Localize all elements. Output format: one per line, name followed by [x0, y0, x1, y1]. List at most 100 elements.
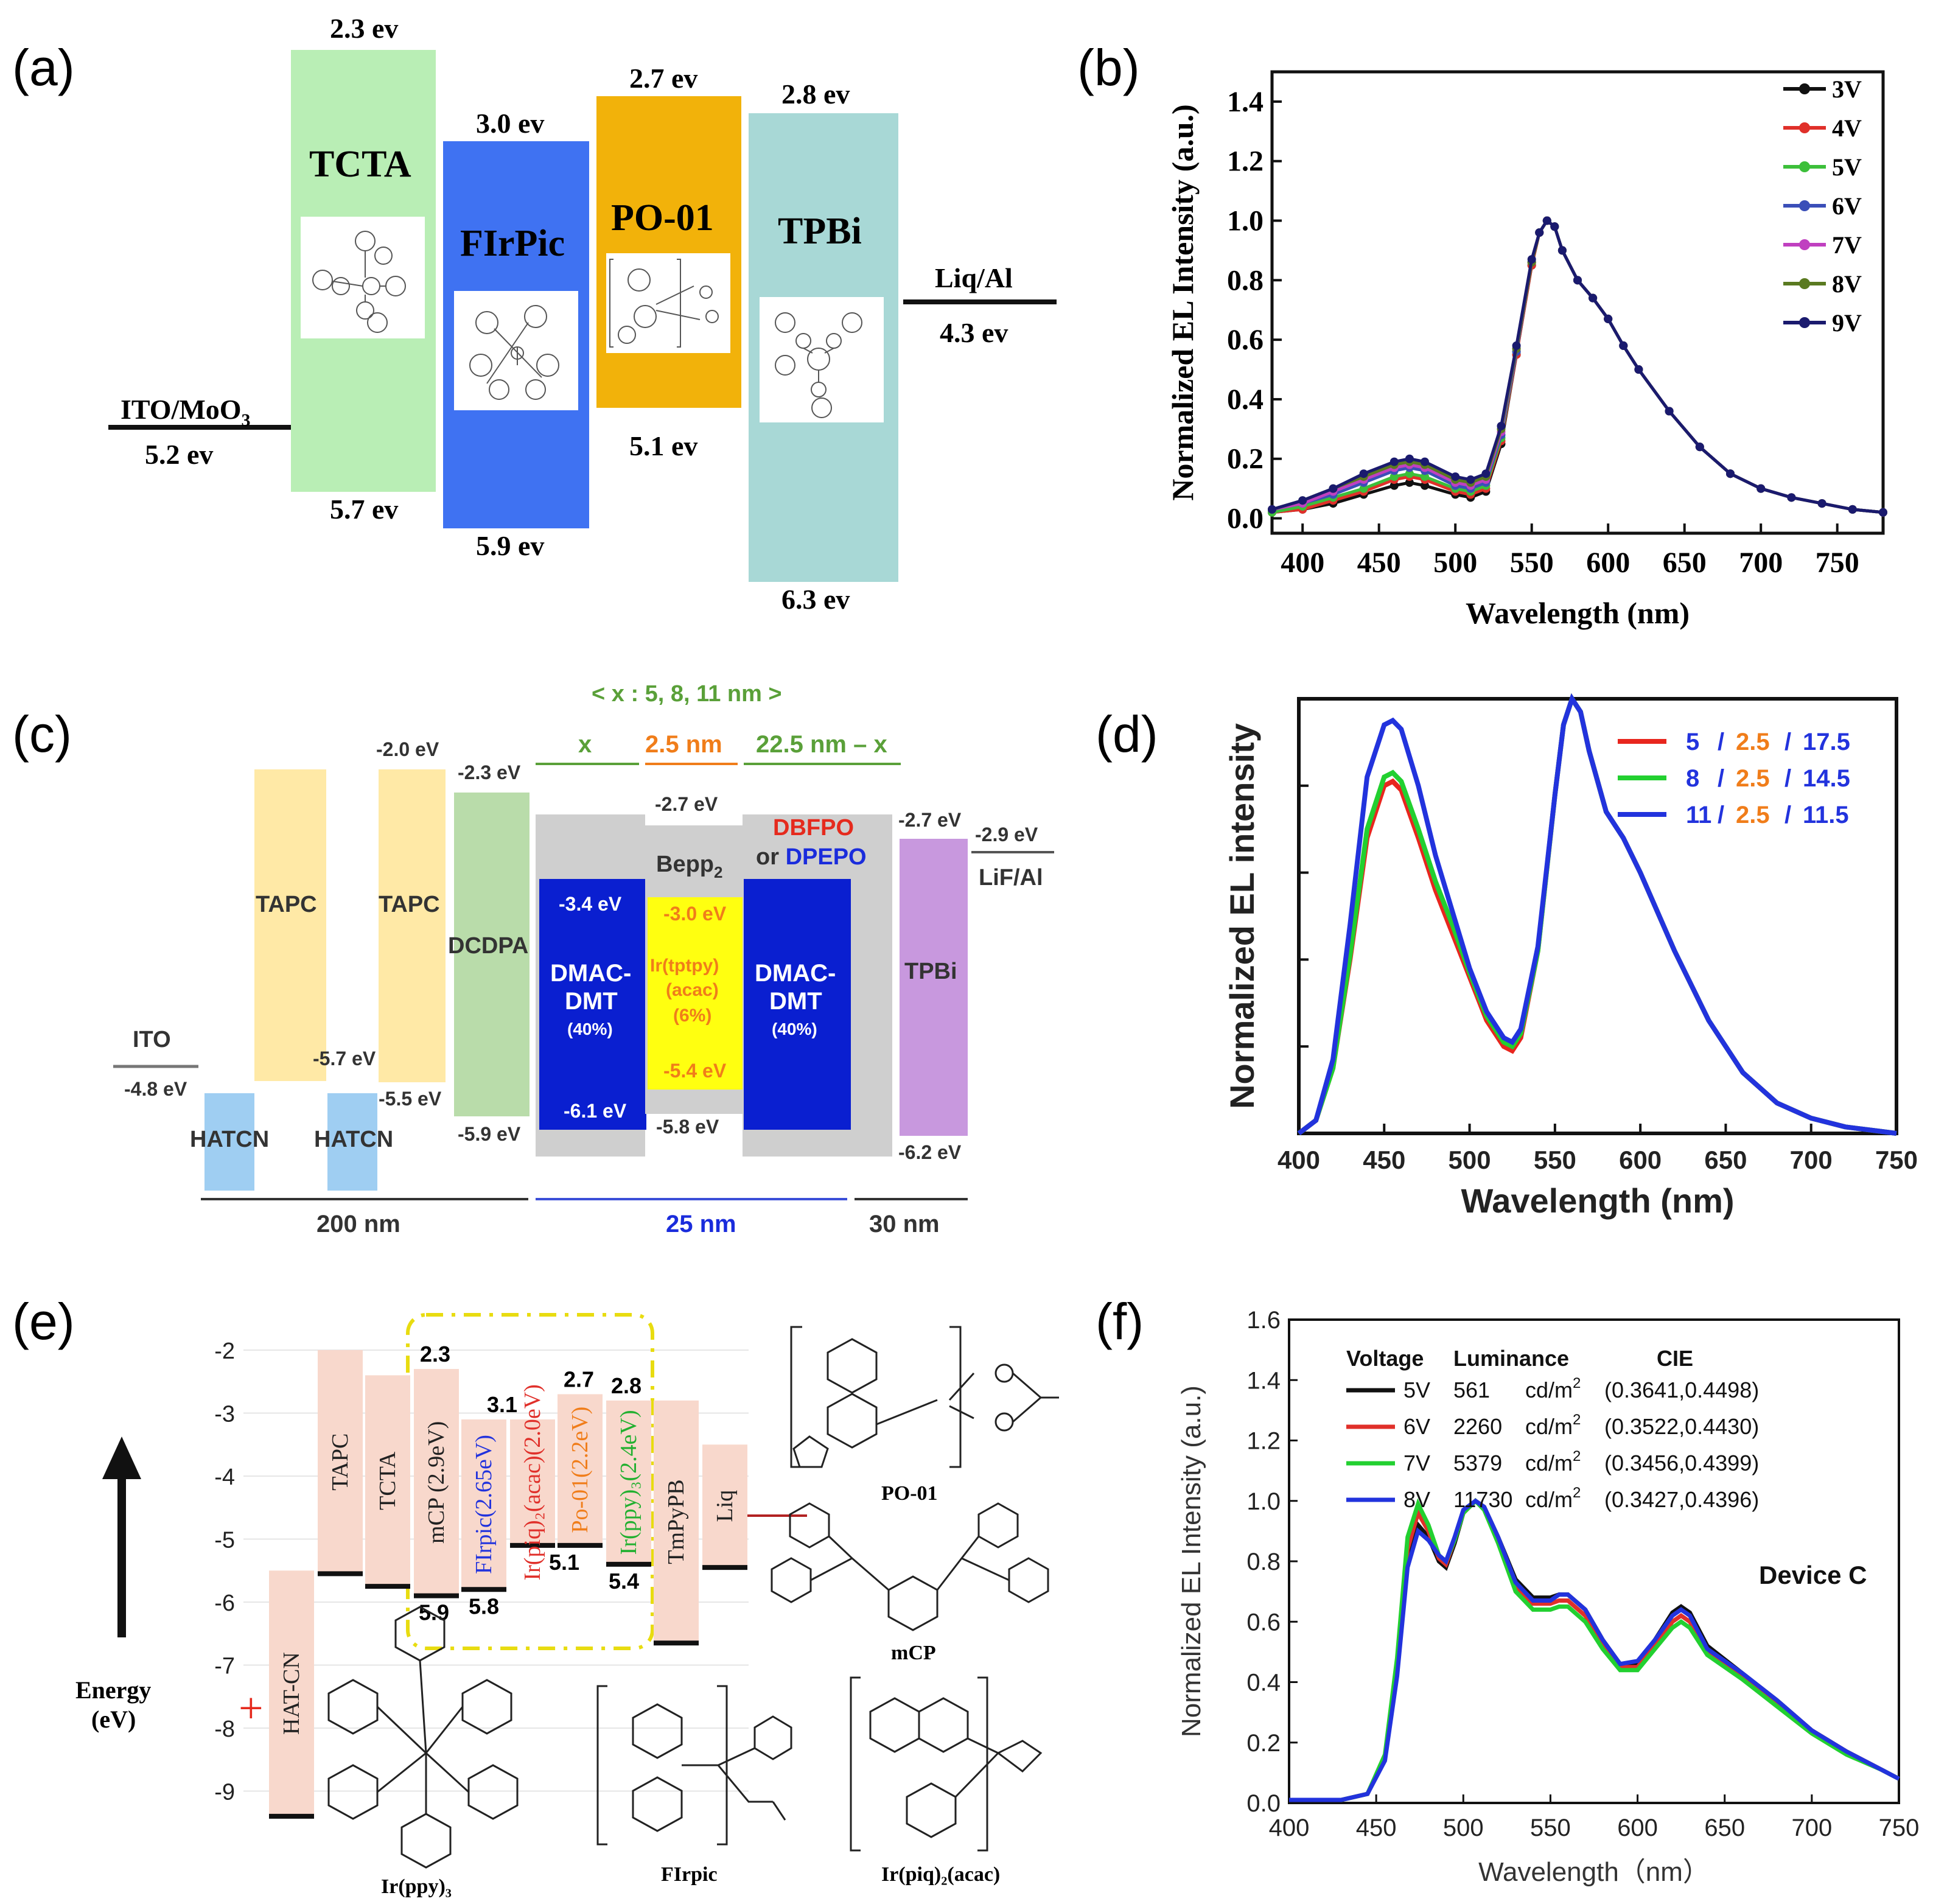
d-x-tick-label: 450: [1363, 1146, 1405, 1174]
d-legend-label-part: 11.5: [1803, 802, 1849, 828]
e-level-label: 2.8: [611, 1373, 641, 1398]
d-legend-label-part: /: [1718, 729, 1724, 755]
b-x-tick-label: 450: [1357, 547, 1401, 579]
b-data-point: [1451, 472, 1460, 481]
c-ito-level: -4.8 eV: [124, 1078, 187, 1100]
c-thick-25: 25 nm: [666, 1211, 736, 1237]
b-data-point: [1481, 469, 1491, 478]
b-y-tick-label: 0.2: [1227, 443, 1264, 475]
b-data-point: [1389, 457, 1399, 466]
f-y-tick-label: 0.8: [1246, 1549, 1281, 1575]
e-layer-stack: HAT-CN TAPC TCTA mCP (2.9eV) FIrpic(2.65eV) I…: [269, 1342, 747, 1819]
c-dpepo-label: or DPEPO: [756, 844, 867, 870]
c-tapc-1-block: [254, 769, 326, 1081]
b-x-tick-label: 500: [1433, 547, 1477, 579]
b-data-point: [1527, 255, 1536, 264]
f-legend-unit-sup: 2: [1573, 1375, 1581, 1391]
c-bepp-label: Bepp2: [656, 852, 722, 881]
d-legend-label-part: /: [1784, 802, 1791, 828]
f-legend-luminance: 561: [1453, 1377, 1490, 1402]
c-lif-level: -2.9 eV: [975, 824, 1038, 845]
f-legend-unit-base: cd/m: [1525, 1487, 1573, 1512]
f-legend-luminance: 5379: [1453, 1451, 1502, 1475]
e-plus-sign: +: [239, 1684, 264, 1732]
f-legend-cie: (0.3427,0.4396): [1604, 1487, 1759, 1512]
tpbi-label: TPBi: [778, 211, 862, 252]
energy-diagram-a: ITO/MoO3 5.2 ev 2.3 ev TCTA 5.7 ev 3.0 e…: [108, 13, 1057, 615]
po01-lumo: 2.7 ev: [629, 63, 697, 94]
c-dmac-1-lumo: -3.4 eV: [559, 893, 622, 915]
b-data-point: [1512, 341, 1521, 350]
e-layer-label: Ir(ppy)₃(2.4eV): [616, 1410, 641, 1555]
ito-electrode-name: ITO/MoO3: [121, 394, 251, 430]
c-dcdpa-block: [454, 793, 530, 1116]
tpbi-lumo: 2.8 ev: [781, 79, 850, 110]
panel-label-e: (e): [12, 1293, 75, 1350]
e-layer-block: [365, 1375, 410, 1587]
b-y-tick-label: 0.0: [1227, 503, 1264, 535]
f-legend-voltage: 5V: [1403, 1377, 1430, 1402]
energy-diagram-e: -2 -3 -4 -5 -6 -7 -8 -9 Energy (eV) + HAT-CN TAP…: [75, 1313, 1059, 1898]
f-legend-luminance: 11730: [1453, 1487, 1512, 1512]
e-y-tick-label: -3: [214, 1402, 235, 1427]
b-y-tick-label: 1.4: [1227, 86, 1264, 118]
tpbi-homo: 6.3 ev: [781, 584, 850, 615]
b-x-tick-label: 600: [1586, 547, 1630, 579]
c-dmac-2-block: [744, 879, 851, 1130]
d-x-tick-label: 650: [1704, 1146, 1747, 1174]
c-tpbi-homo: -6.2 eV: [898, 1141, 962, 1163]
c-tpbi-label: TPBi: [904, 959, 957, 984]
b-data-point: [1665, 407, 1674, 416]
e-layer-block: [510, 1419, 555, 1545]
f-legend-voltage: 6V: [1403, 1414, 1430, 1439]
f-x-tick-label: 650: [1704, 1815, 1745, 1841]
liq-al-electrode-name: Liq/Al: [935, 262, 1013, 293]
b-data-point: [1726, 469, 1735, 478]
d-legend-label-part: 2.5: [1736, 802, 1770, 828]
f-legend-cie: (0.3456,0.4399): [1604, 1451, 1759, 1475]
c-lif-label: LiF/Al: [979, 865, 1043, 891]
f-y-tick-label: 1.6: [1246, 1307, 1281, 1334]
b-y-tick-label: 0.8: [1227, 264, 1264, 296]
d-legend-label-part: 2.5: [1736, 729, 1770, 755]
c-thick-200: 200 nm: [316, 1211, 400, 1237]
b-y-tick-label: 1.0: [1227, 205, 1264, 237]
c-dmac-2-label-2: DMT: [769, 988, 822, 1015]
po01-homo: 5.1 ev: [629, 430, 697, 461]
e-molecule-mcp-label: mCP: [891, 1642, 936, 1664]
panel-label-b: (b): [1077, 39, 1140, 96]
c-tpbi-lumo: -2.7 eV: [898, 809, 962, 831]
e-y-tick-label: -9: [214, 1780, 235, 1805]
b-legend-label: 6V: [1832, 192, 1862, 220]
tcta-homo: 5.7 ev: [330, 494, 398, 525]
d-legend-label-part: 5: [1686, 729, 1699, 755]
d-legend-label-part: 17.5: [1803, 729, 1850, 755]
d-x-tick-label: 550: [1534, 1146, 1576, 1174]
e-level-label: 3.1: [487, 1392, 517, 1417]
f-series-line: [1289, 1498, 1900, 1802]
b-legend-label: 8V: [1832, 270, 1862, 298]
c-ir-homo: -5.4 eV: [663, 1060, 727, 1082]
c-bepp-homo: -5.8 eV: [656, 1116, 719, 1138]
c-tapc-2-label: TAPC: [379, 892, 440, 917]
c-ito-label: ITO: [133, 1027, 171, 1052]
f-x-tick-label: 750: [1879, 1815, 1920, 1841]
b-legend-marker: [1799, 278, 1810, 289]
e-molecule-irppy3-label: Ir(ppy)₃: [381, 1875, 452, 1898]
e-molecule-po01-label: PO-01: [881, 1482, 938, 1505]
d-legend-label-part: 2.5: [1736, 765, 1770, 792]
b-series-line-5V: [1271, 218, 1884, 514]
f-y-tick-label: 0.0: [1246, 1790, 1281, 1817]
c-ir-label-3: (6%): [673, 1006, 711, 1026]
d-legend-label-part: /: [1718, 802, 1724, 828]
f-legend-unit-base: cd/m: [1525, 1414, 1573, 1439]
e-layer-block: [414, 1369, 459, 1596]
firpic-lumo: 3.0 ev: [476, 108, 544, 139]
e-molecule-po01-icon: [790, 1326, 1059, 1468]
e-level-label: 2.7: [564, 1367, 594, 1391]
b-y-tick-label: 1.2: [1227, 145, 1264, 178]
tcta-molecule-icon: [312, 231, 406, 333]
c-hatcn-2-block: [327, 1093, 377, 1191]
b-data-point: [1389, 472, 1399, 481]
b-data-point: [1848, 505, 1857, 514]
